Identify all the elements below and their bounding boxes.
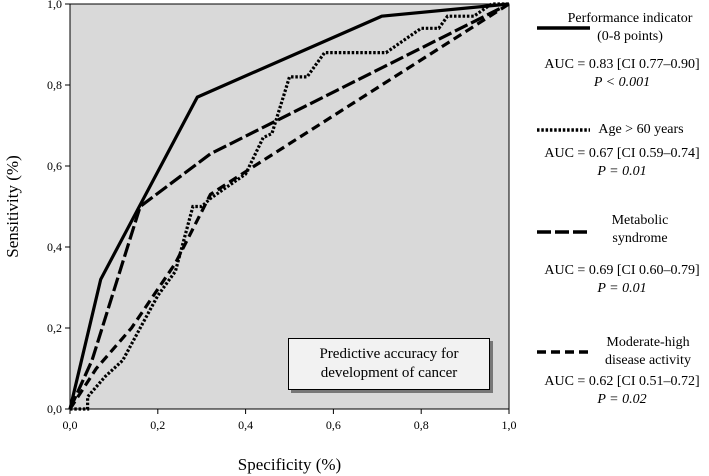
annotation-line-2: development of cancer [320, 365, 458, 381]
auc-disease: AUC = 0.62 [CI 0.51–0.72] [544, 374, 700, 389]
y-tick-label: 0,4 [47, 240, 62, 254]
x-tick-label: 0,4 [238, 418, 253, 432]
legend-auc-metabolic: AUC = 0.69 [CI 0.60–0.79] P = 0.01 [537, 262, 707, 298]
y-tick-label: 0,2 [47, 321, 62, 335]
x-tick-label: 0,0 [63, 418, 78, 432]
p-age: P = 0.01 [597, 164, 647, 179]
y-tick-label: 0,8 [47, 78, 62, 92]
y-tick-label: 1,0 [47, 0, 62, 11]
legend-label-metabolic: Metabolic syndrome [611, 213, 669, 246]
auc-metabolic: AUC = 0.69 [CI 0.60–0.79] [544, 263, 700, 278]
legend-label-disease: Moderate-high disease activity [605, 335, 691, 368]
annotation-box: Predictive accuracy for development of c… [288, 338, 490, 390]
y-axis-title: Sensitivity (%) [3, 155, 22, 257]
roc-line-age [70, 2, 509, 411]
annotation-line-1: Predictive accuracy for [319, 346, 459, 362]
auc-performance: AUC = 0.83 [CI 0.77–0.90] [544, 57, 700, 72]
auc-age: AUC = 0.67 [CI 0.59–0.74] [544, 146, 700, 161]
legend-label-age: Age > 60 years [598, 122, 684, 137]
y-tick-label: 0,6 [47, 159, 62, 173]
legend-auc-age: AUC = 0.67 [CI 0.59–0.74] P = 0.01 [537, 145, 707, 181]
legend-label-performance: Performance indicator (0-8 points) [567, 11, 693, 44]
p-metabolic: P = 0.01 [597, 281, 647, 296]
p-performance: P < 0.001 [593, 75, 651, 90]
y-tick-label: 0,0 [47, 402, 62, 416]
roc-line-disease [68, 2, 510, 410]
p-disease: P = 0.02 [597, 392, 647, 407]
x-tick-label: 0,8 [414, 418, 429, 432]
legend-auc-disease: AUC = 0.62 [CI 0.51–0.72] P = 0.02 [537, 373, 707, 409]
x-tick-label: 0,6 [326, 418, 341, 432]
x-tick-label: 1,0 [502, 418, 517, 432]
x-axis-title: Specificity (%) [238, 455, 341, 474]
legend-auc-performance: AUC = 0.83 [CI 0.77–0.90] P < 0.001 [537, 56, 707, 92]
x-tick-label: 0,2 [150, 418, 165, 432]
roc-line-performance [68, 2, 510, 410]
